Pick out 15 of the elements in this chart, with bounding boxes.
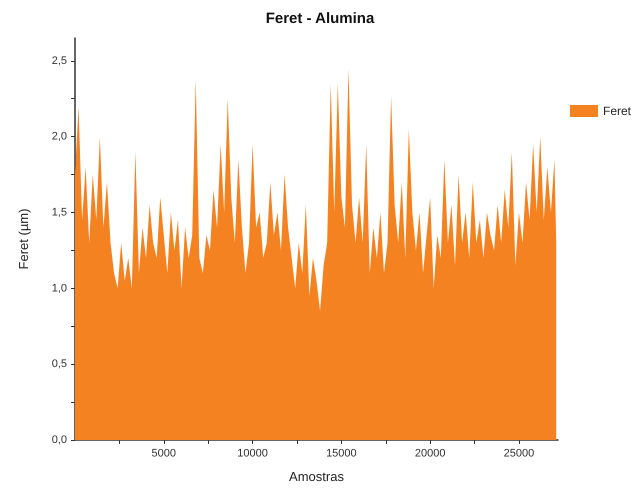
x-tick-label: 15000 bbox=[326, 448, 357, 460]
y-tick-label: 1,5 bbox=[52, 206, 67, 218]
y-tick-label: 2,0 bbox=[52, 130, 67, 143]
y-tick-label: 0,0 bbox=[52, 434, 67, 446]
legend-label: Feret bbox=[602, 104, 632, 118]
y-axis-title: Feret (µm) bbox=[16, 208, 31, 270]
x-axis-title: Amostras bbox=[289, 469, 344, 484]
x-tick-label: 20000 bbox=[414, 448, 446, 460]
chart-title: Feret - Alumina bbox=[266, 10, 375, 27]
x-tick-label: 10000 bbox=[237, 448, 268, 460]
y-tick-label: 2,5 bbox=[52, 54, 67, 67]
x-tick-label: 5000 bbox=[152, 448, 176, 460]
y-tick-label: 1,0 bbox=[52, 282, 67, 294]
x-tick-label: 25000 bbox=[504, 448, 534, 460]
y-tick-label: 0,5 bbox=[52, 358, 67, 370]
